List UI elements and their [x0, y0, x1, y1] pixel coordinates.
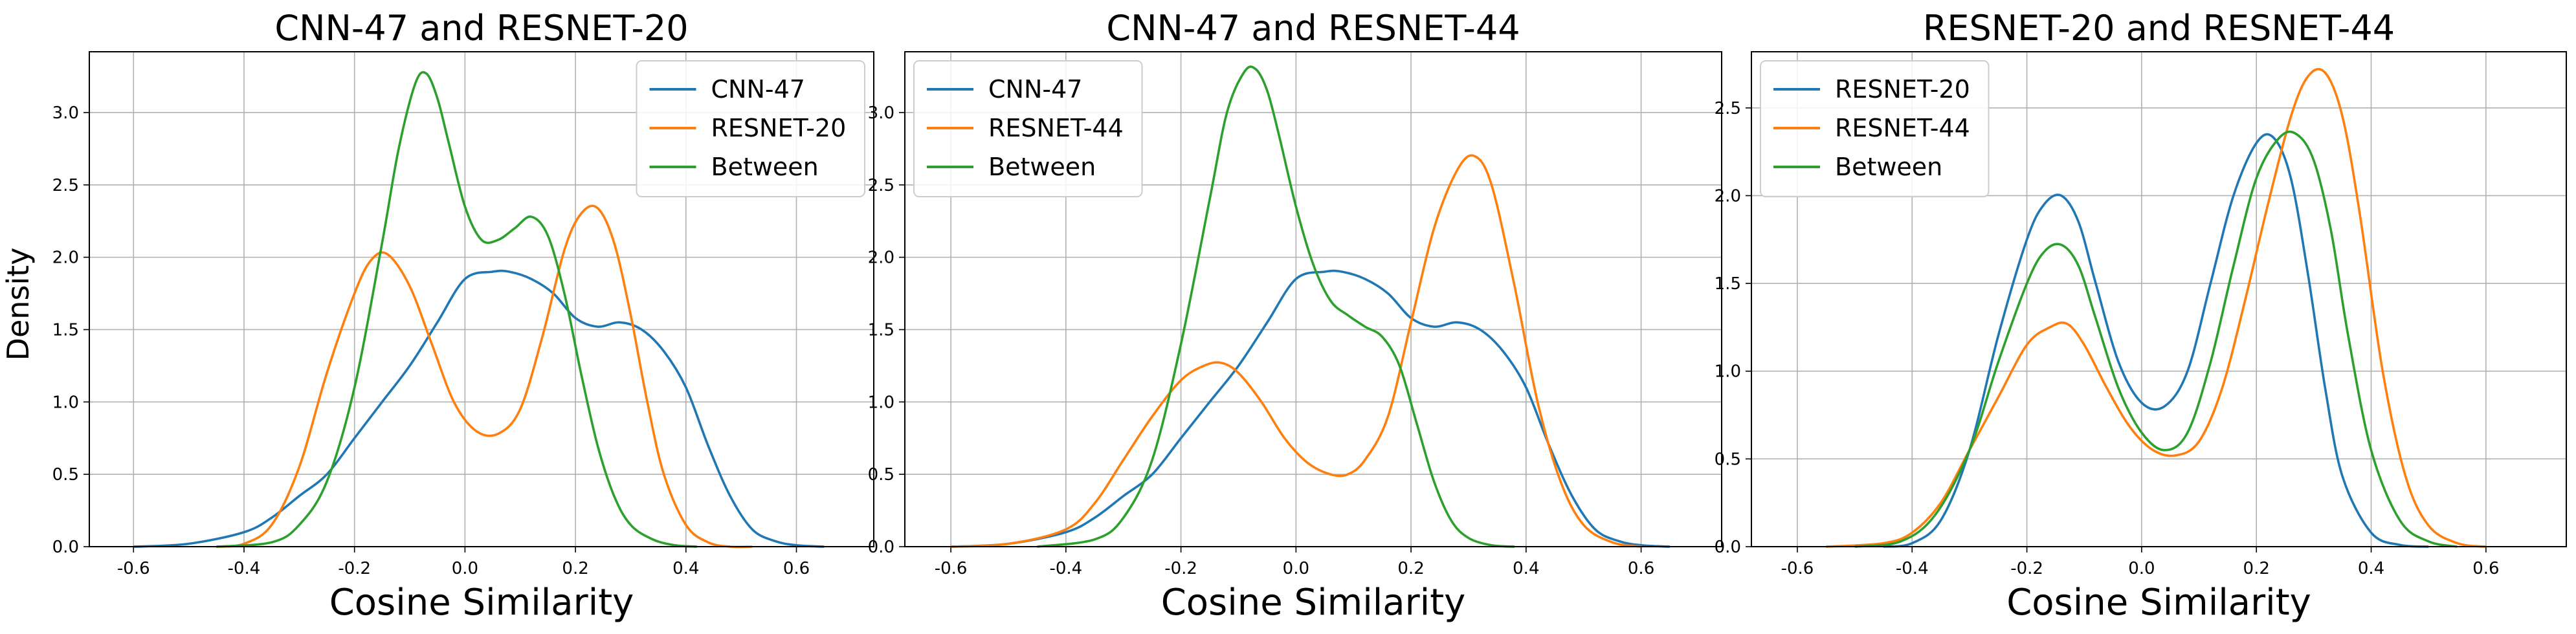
legend: CNN-47 RESNET-44 Between — [913, 60, 1143, 197]
x-axis-label: Cosine Similarity — [2006, 582, 2311, 624]
series-line-resnet-20 — [216, 204, 753, 549]
legend-label: Between — [988, 153, 1096, 181]
chart-title: RESNET-20 and RESNET-44 — [1923, 8, 2395, 49]
y-tick-label: 0.0 — [52, 538, 79, 557]
x-axis-label: Cosine Similarity — [1161, 582, 1466, 624]
x-tick-label: -0.6 — [117, 559, 150, 578]
legend-label: CNN-47 — [711, 75, 805, 104]
legend-box — [1760, 60, 1990, 197]
x-tick-label: -0.2 — [338, 559, 371, 578]
series-line-cnn-47 — [951, 269, 1671, 548]
x-tick-label: 0.2 — [1397, 559, 1424, 578]
series-line-resnet-20 — [1883, 133, 2429, 548]
chart-panel-3: -0.6 -0.4 -0.2 0.0 0.2 0.4 0.6 0.0 0.5 1.0 1.5 2.0 2… — [1715, 8, 2567, 624]
y-tick-label: 1.5 — [1715, 274, 1741, 294]
y-tick-label: 1.0 — [868, 393, 894, 412]
series-line-between — [1037, 65, 1515, 548]
legend-label: RESNET-20 — [1835, 75, 1970, 104]
legend-label: RESNET-20 — [711, 114, 847, 142]
x-tick-label: -0.2 — [2010, 559, 2043, 578]
x-tick-label: 0.0 — [1283, 559, 1309, 578]
x-tick-label: 0.6 — [2472, 559, 2499, 578]
y-tick-label: 0.0 — [1715, 538, 1741, 557]
y-tick-label: 1.5 — [868, 320, 894, 340]
y-tick-label: 3.0 — [52, 104, 79, 123]
series-line-between — [216, 71, 698, 548]
series-line-resnet-44 — [1826, 67, 2487, 548]
series-line-between — [1854, 130, 2458, 548]
x-tick-label: 0.6 — [1628, 559, 1654, 578]
x-tick-label: 0.0 — [452, 559, 478, 578]
x-tick-label: -0.4 — [1896, 559, 1929, 578]
legend-label: Between — [1835, 153, 1942, 181]
y-tick-label: 0.5 — [868, 465, 894, 485]
plot-frame — [904, 51, 1722, 547]
chart-panel-2: -0.6 -0.4 -0.2 0.0 0.2 0.4 0.6 0.0 0.5 1.0 1.5 2.0 2… — [868, 8, 1722, 624]
x-tick-label: -0.2 — [1164, 559, 1197, 578]
y-tick-label: 2.5 — [868, 176, 894, 195]
legend-box — [913, 60, 1143, 197]
x-tick-label: -0.4 — [1049, 559, 1082, 578]
y-tick-label: 3.0 — [868, 104, 894, 123]
y-tick-label: 2.0 — [52, 248, 79, 268]
y-tick-label: 0.0 — [868, 538, 894, 557]
y-tick-label: 1.0 — [1715, 362, 1741, 382]
y-tick-label: 1.0 — [52, 393, 79, 412]
plot-frame — [89, 51, 874, 547]
y-tick-label: 2.5 — [1715, 99, 1741, 118]
x-tick-label: 0.4 — [2358, 559, 2384, 578]
x-tick-label: 0.6 — [783, 559, 810, 578]
y-tick-label: 2.5 — [52, 176, 79, 195]
chart-title: CNN-47 and RESNET-44 — [1106, 8, 1520, 49]
x-tick-label: 0.4 — [1513, 559, 1539, 578]
legend-label: RESNET-44 — [988, 114, 1124, 142]
x-tick-label: 0.2 — [2243, 559, 2270, 578]
plot-frame — [1751, 51, 2567, 547]
legend-box — [636, 60, 865, 197]
y-tick-label: 2.0 — [868, 248, 894, 268]
legend: RESNET-20 RESNET-44 Between — [1760, 60, 1990, 197]
y-tick-label: 0.5 — [52, 465, 79, 485]
legend-label: Between — [711, 153, 819, 181]
x-tick-label: -0.6 — [935, 559, 968, 578]
x-axis-label: Cosine Similarity — [329, 582, 634, 624]
legend: CNN-47 RESNET-20 Between — [636, 60, 865, 197]
x-tick-label: -0.6 — [1781, 559, 1814, 578]
y-tick-label: 0.5 — [1715, 450, 1741, 469]
chart-panel-1: -0.6 -0.4 -0.2 0.0 0.2 0.4 0.6 0.0 0.5 1.0 1.5 2.0 2… — [52, 8, 874, 624]
x-tick-label: -0.4 — [228, 559, 261, 578]
y-tick-label: 2.0 — [1715, 186, 1741, 206]
legend-label: CNN-47 — [988, 75, 1082, 104]
series-line-cnn-47 — [133, 269, 825, 548]
legend-label: RESNET-44 — [1835, 114, 1970, 142]
x-tick-label: 0.2 — [562, 559, 588, 578]
y-axis-label: Density — [1, 248, 36, 361]
series-line-resnet-44 — [951, 154, 1641, 548]
y-tick-label: 1.5 — [52, 320, 79, 340]
chart-title: CNN-47 and RESNET-20 — [274, 8, 688, 49]
x-tick-label: 0.4 — [672, 559, 699, 578]
x-tick-label: 0.0 — [2128, 559, 2155, 578]
